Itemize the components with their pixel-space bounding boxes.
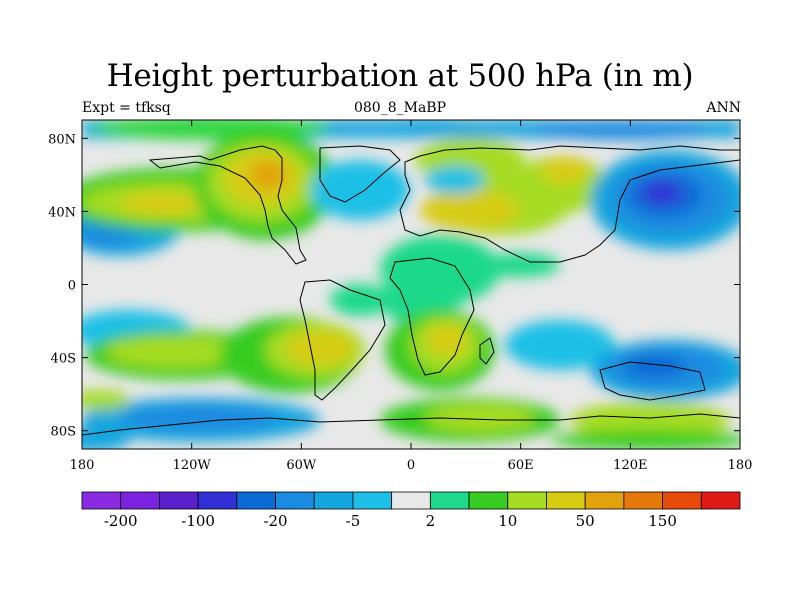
x-tick-label: 60E [508,458,534,473]
colorbar-label: -5 [346,512,361,530]
y-tick-label: 40N [48,205,76,220]
colorbar-label: -100 [181,512,215,530]
x-tick-label: 180 [728,458,753,473]
x-tick-label: 60W [286,458,317,473]
y-tick-label: 80N [48,132,76,147]
coastlines [82,145,740,436]
colorbar-box [159,491,199,510]
coastline-europe-asia [399,145,740,263]
colorbar-label: -20 [263,512,287,530]
colorbar-label: 2 [426,512,436,530]
colorbar-box [468,491,509,510]
colorbar-label: 10 [498,512,517,530]
colorbar-label: -200 [104,512,138,530]
coastline-madagascar [479,337,495,365]
colorbar-box [623,491,663,510]
colorbar-box [429,491,470,510]
x-tick-label: 180 [70,458,95,473]
colorbar-box [584,491,625,510]
colorbar-box [700,491,741,510]
coastline-north-america [148,145,307,265]
colorbar-box [120,491,160,510]
colorbar-box [236,491,276,510]
coastline-antarctica [82,413,740,436]
season-label: ANN [706,100,741,116]
y-tick-label: 40S [51,352,76,367]
case-label: 080_8_MaBP [353,100,447,116]
y-tick-label: 80S [51,425,76,440]
colorbar-label: 50 [576,512,595,530]
colorbar-box [81,491,122,510]
coastline-south-america [299,279,386,401]
experiment-label: Expt = tfksq [82,100,171,116]
contour-field [82,120,740,449]
colorbar-box [507,491,547,510]
figure-title: Height perturbation at 500 hPa (in m) [106,58,694,94]
colorbar-box [313,491,354,510]
colorbar-box [546,491,586,510]
colorbar-box [197,491,238,510]
y-tick-label: 0 [68,279,76,294]
colorbar-box [352,491,393,510]
coastline-greenland [319,145,401,203]
x-tick-label: 0 [407,458,415,473]
axis-ticks: 180 120W 60W 0 60E 120E 180 80N 40N 0 40S 80S [48,120,752,473]
colorbar-box [275,491,315,510]
colorbar-box [391,491,431,510]
coastline-australia [599,361,706,401]
colorbar: -200 -100 -20 -5 2 10 50 150 [81,491,741,530]
colorbar-label: 150 [648,512,677,530]
coastline-africa [389,257,475,376]
x-tick-label: 120E [613,458,647,473]
colorbar-box [662,491,702,510]
x-tick-label: 120W [173,458,212,473]
